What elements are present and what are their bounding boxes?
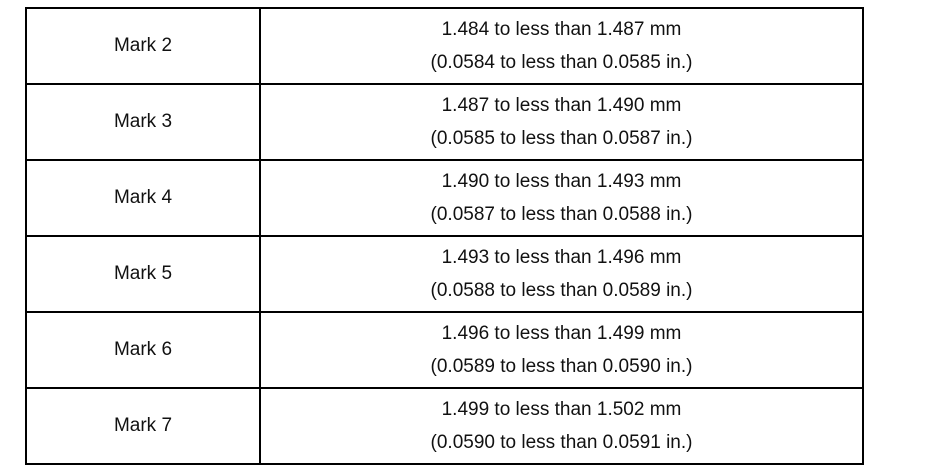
range-in: (0.0587 to less than 0.0588 in.) xyxy=(430,204,693,225)
range-cell: 1.499 to less than 1.502 mm (0.0590 to le… xyxy=(259,387,864,465)
range-cell: 1.490 to less than 1.493 mm (0.0587 to le… xyxy=(259,159,864,237)
table-row: Mark 2 1.484 to less than 1.487 mm (0.0584… xyxy=(25,7,864,85)
mark-label: Mark 3 xyxy=(25,83,261,161)
mark-label: Mark 7 xyxy=(25,387,261,465)
range-in: (0.0584 to less than 0.0585 in.) xyxy=(430,52,693,73)
mark-label: Mark 6 xyxy=(25,311,261,389)
table-row: Mark 5 1.493 to less than 1.496 mm (0.0588… xyxy=(25,235,864,313)
table-row: Mark 7 1.499 to less than 1.502 mm (0.0590… xyxy=(25,387,864,465)
table-row: Mark 6 1.496 to less than 1.499 mm (0.0589… xyxy=(25,311,864,389)
table-row: Mark 3 1.487 to less than 1.490 mm (0.0585… xyxy=(25,83,864,161)
range-mm: 1.493 to less than 1.496 mm xyxy=(441,247,682,268)
range-cell: 1.496 to less than 1.499 mm (0.0589 to le… xyxy=(259,311,864,389)
spec-table: Mark 2 1.484 to less than 1.487 mm (0.0584… xyxy=(25,7,864,465)
range-mm: 1.490 to less than 1.493 mm xyxy=(441,171,682,192)
range-cell: 1.484 to less than 1.487 mm (0.0584 to le… xyxy=(259,7,864,85)
range-in: (0.0588 to less than 0.0589 in.) xyxy=(430,280,693,301)
range-cell: 1.493 to less than 1.496 mm (0.0588 to le… xyxy=(259,235,864,313)
table-body: Mark 2 1.484 to less than 1.487 mm (0.0584… xyxy=(25,7,864,465)
mark-label: Mark 5 xyxy=(25,235,261,313)
range-in: (0.0590 to less than 0.0591 in.) xyxy=(430,432,693,453)
mark-label: Mark 4 xyxy=(25,159,261,237)
table-row: Mark 4 1.490 to less than 1.493 mm (0.0587… xyxy=(25,159,864,237)
range-in: (0.0585 to less than 0.0587 in.) xyxy=(430,128,693,149)
range-mm: 1.484 to less than 1.487 mm xyxy=(441,19,682,40)
range-mm: 1.499 to less than 1.502 mm xyxy=(441,399,682,420)
range-mm: 1.487 to less than 1.490 mm xyxy=(441,95,682,116)
range-cell: 1.487 to less than 1.490 mm (0.0585 to le… xyxy=(259,83,864,161)
range-mm: 1.496 to less than 1.499 mm xyxy=(441,323,682,344)
mark-label: Mark 2 xyxy=(25,7,261,85)
range-in: (0.0589 to less than 0.0590 in.) xyxy=(430,356,693,377)
